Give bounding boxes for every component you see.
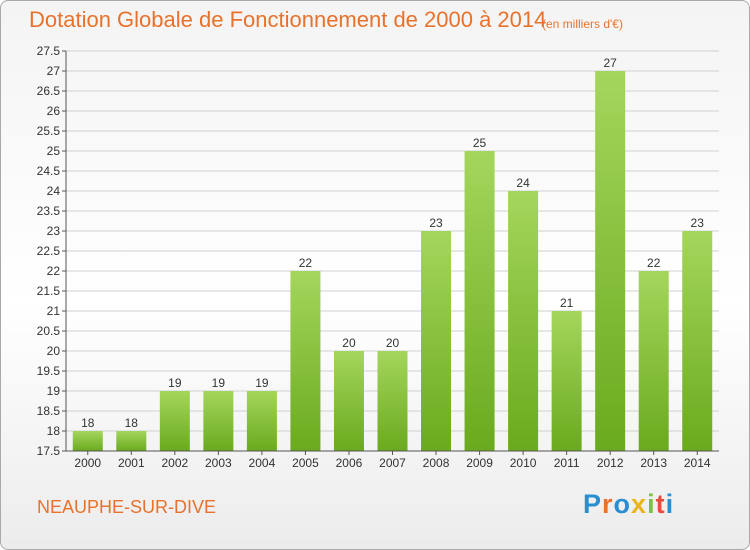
data-label: 22 <box>299 256 313 270</box>
commune-name: NEAUPHE-SUR-DIVE <box>37 497 217 517</box>
logo-letter: i <box>665 489 675 519</box>
y-tick-label: 26 <box>47 104 61 118</box>
bar-2000 <box>72 431 103 451</box>
bar-2004 <box>246 391 277 451</box>
logo-letter: o <box>613 489 632 519</box>
data-label: 20 <box>342 336 356 350</box>
y-tick-label: 23 <box>47 224 61 238</box>
bar-2011 <box>551 311 582 451</box>
x-tick-label: 2002 <box>161 456 188 470</box>
x-tick-label: 2007 <box>379 456 406 470</box>
labels: 17.5 18 18.5 19 19.5 20 20.5 21 21.5 22 22.5 23 23.5… <box>37 44 711 470</box>
bar-2006 <box>333 351 364 451</box>
y-tick-label: 25.5 <box>37 124 61 138</box>
data-label: 20 <box>386 336 400 350</box>
y-tick-label: 20.5 <box>37 324 61 338</box>
chart-subtitle: (en milliers d'€) <box>542 17 623 31</box>
x-tick-label: 2013 <box>640 456 667 470</box>
y-tick-label: 25 <box>47 144 61 158</box>
bars <box>72 71 713 451</box>
x-tick-label: 2011 <box>554 456 580 470</box>
data-label: 22 <box>647 256 661 270</box>
bar-2014 <box>682 231 713 451</box>
data-label: 23 <box>429 216 443 230</box>
y-tick-label: 26.5 <box>37 84 61 98</box>
data-label: 23 <box>691 216 705 230</box>
proxiti-logo: Proxiti <box>583 489 674 520</box>
bar-2013 <box>638 271 669 451</box>
logo-letter: i <box>647 489 656 519</box>
x-tick-label: 2006 <box>336 456 363 470</box>
data-label: 19 <box>168 376 182 390</box>
axes <box>62 50 719 455</box>
bar-2007 <box>377 351 408 451</box>
logo-letter: P <box>583 489 603 519</box>
data-label: 21 <box>560 296 574 310</box>
x-tick-label: 2003 <box>205 456 232 470</box>
x-tick-label: 2001 <box>118 456 145 470</box>
y-tick-label: 21 <box>47 304 61 318</box>
x-tick-label: 2014 <box>684 456 711 470</box>
data-label: 18 <box>125 416 139 430</box>
bar-2003 <box>203 391 234 451</box>
y-tick-label: 22.5 <box>37 244 61 258</box>
bar-2008 <box>421 231 452 451</box>
x-tick-label: 2000 <box>74 456 101 470</box>
y-tick-label: 24 <box>47 184 61 198</box>
y-tick-label: 22 <box>47 264 61 278</box>
data-label: 24 <box>516 176 530 190</box>
y-tick-label: 17.5 <box>37 444 61 458</box>
x-tick-label: 2010 <box>510 456 537 470</box>
x-tick-label: 2004 <box>249 456 276 470</box>
y-tick-label: 18 <box>47 424 61 438</box>
x-tick-label: 2008 <box>423 456 450 470</box>
logo-letter: x <box>631 489 648 519</box>
bar-2012 <box>595 71 626 451</box>
bar-2002 <box>159 391 190 451</box>
y-tick-label: 19 <box>47 384 61 398</box>
data-label: 27 <box>603 56 617 70</box>
y-tick-label: 27.5 <box>37 44 61 58</box>
data-label: 25 <box>473 136 487 150</box>
x-tick-label: 2009 <box>466 456 493 470</box>
y-tick-label: 24.5 <box>37 164 61 178</box>
x-tick-label: 2005 <box>292 456 319 470</box>
bar-2001 <box>116 431 147 451</box>
logo-letter: t <box>655 489 666 519</box>
y-tick-label: 21.5 <box>37 284 61 298</box>
bar-2009 <box>464 151 495 451</box>
data-label: 19 <box>255 376 269 390</box>
logo-letter: r <box>602 489 614 519</box>
bar-2005 <box>290 271 321 451</box>
bar-2010 <box>508 191 539 451</box>
y-tick-label: 19.5 <box>37 364 61 378</box>
data-label: 18 <box>81 416 95 430</box>
y-tick-label: 23.5 <box>37 204 61 218</box>
y-tick-label: 18.5 <box>37 404 61 418</box>
chart-title: Dotation Globale de Fonctionnement de 20… <box>29 7 547 32</box>
x-tick-label: 2012 <box>597 456 624 470</box>
y-tick-label: 27 <box>47 64 61 78</box>
y-tick-label: 20 <box>47 344 61 358</box>
data-label: 19 <box>212 376 226 390</box>
